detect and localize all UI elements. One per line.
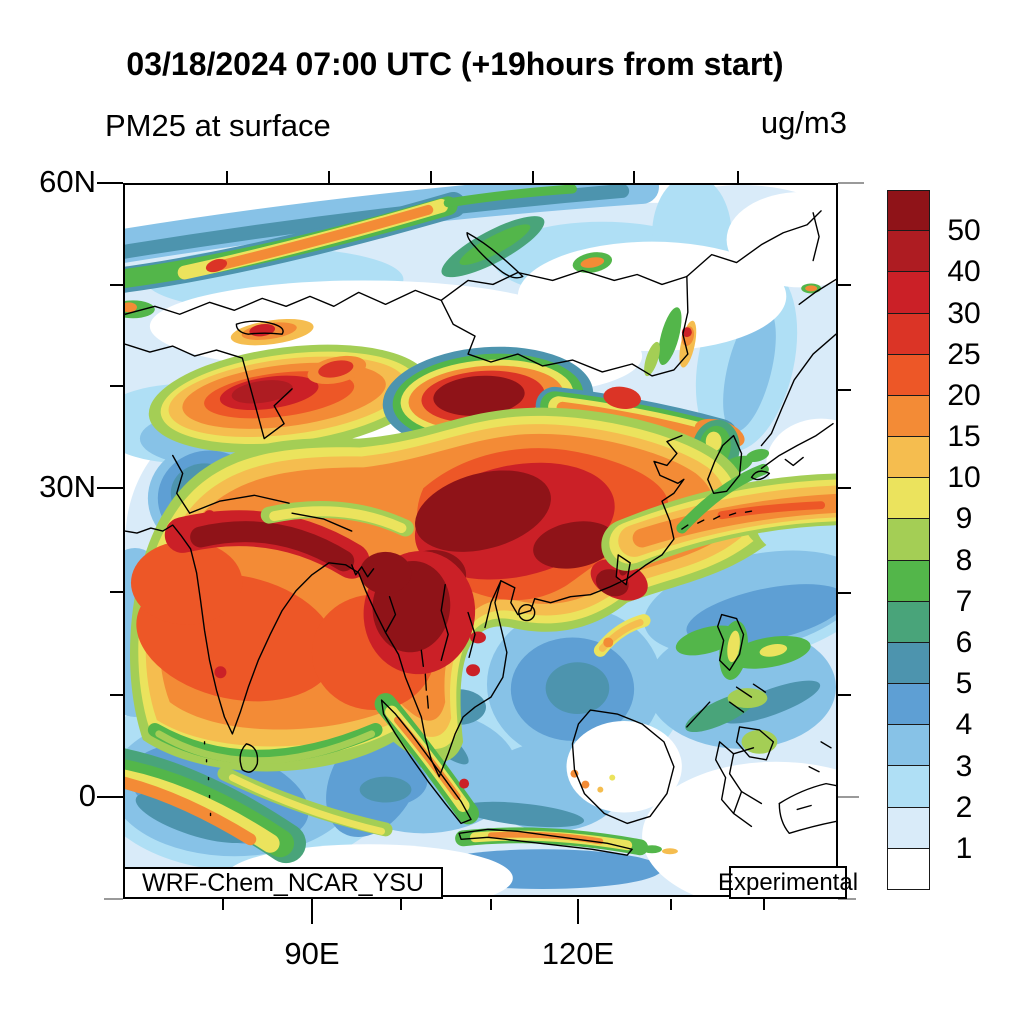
colorbar-cell bbox=[887, 848, 930, 890]
colorbar-cell bbox=[887, 601, 930, 643]
colorbar-tick-label: 7 bbox=[955, 584, 973, 618]
plot-title: 03/18/2024 07:00 UTC (+19hours from star… bbox=[126, 46, 784, 82]
lon-major-tick bbox=[311, 899, 313, 924]
lat-major-tick bbox=[97, 182, 123, 184]
lat-minor-tick-right bbox=[838, 389, 851, 391]
lon-minor-tick-top bbox=[737, 171, 739, 183]
colorbar-cell bbox=[887, 354, 930, 396]
lon-major-tick bbox=[577, 899, 579, 924]
model-label-box: WRF-Chem_NCAR_YSU bbox=[123, 867, 443, 899]
colorbar-tick-label: 30 bbox=[947, 296, 981, 330]
colorbar-cell bbox=[887, 642, 930, 685]
colorbar-tick-label: 8 bbox=[955, 543, 973, 577]
gridline-stub bbox=[838, 796, 859, 798]
colorbar-tick-label: 3 bbox=[955, 749, 973, 783]
lon-minor-tick bbox=[490, 899, 492, 910]
colorbar-tick-label: 1 bbox=[955, 831, 973, 865]
lon-label-120e: 120E bbox=[541, 936, 615, 971]
colorbar-cell bbox=[887, 807, 930, 849]
colorbar-tick-label: 9 bbox=[955, 502, 973, 536]
colorbar-cell bbox=[887, 437, 930, 479]
colorbar-tick-label: 5 bbox=[955, 667, 973, 701]
lat-minor-tick bbox=[110, 591, 123, 593]
lon-minor-tick-top bbox=[328, 171, 330, 183]
lat-minor-tick-right bbox=[838, 694, 851, 696]
colorbar-cell bbox=[887, 313, 930, 355]
colorbar-cell bbox=[887, 519, 930, 561]
status-label-box: Experimental bbox=[718, 866, 858, 899]
colorbar-tick-label: 40 bbox=[947, 255, 981, 289]
lat-label-60n: 60N bbox=[39, 164, 96, 199]
lat-major-tick bbox=[97, 487, 123, 489]
gridline-stub bbox=[838, 898, 856, 900]
lon-label-90e: 90E bbox=[284, 936, 340, 971]
gridline-stub bbox=[104, 898, 123, 900]
gridline-stub bbox=[838, 182, 864, 184]
lat-minor-tick bbox=[110, 385, 123, 387]
colorbar-tick-label: 25 bbox=[947, 337, 981, 371]
pm25-contour-map bbox=[125, 185, 836, 895]
colorbar-cell bbox=[887, 231, 930, 273]
model-label: WRF-Chem_NCAR_YSU bbox=[142, 868, 424, 897]
lon-minor-tick-top bbox=[430, 171, 432, 183]
colorbar-cell bbox=[887, 478, 930, 520]
lat-minor-tick-right bbox=[838, 592, 851, 594]
colorbar-tick-label: 10 bbox=[947, 461, 981, 495]
lon-minor-tick-top bbox=[532, 171, 534, 183]
colorbar-cell bbox=[887, 725, 930, 767]
status-label: Experimental bbox=[717, 868, 859, 896]
lon-minor-tick bbox=[222, 899, 224, 910]
colorbar-cell bbox=[887, 766, 930, 808]
colorbar-tick-label: 15 bbox=[947, 420, 981, 454]
lon-minor-tick bbox=[400, 899, 402, 910]
lon-minor-tick bbox=[763, 899, 765, 910]
lat-label-30n: 30N bbox=[39, 469, 96, 504]
colorbar-tick-label: 6 bbox=[955, 625, 973, 659]
colorbar-tick-label: 20 bbox=[947, 378, 981, 412]
colorbar-cell bbox=[887, 190, 930, 232]
colorbar-cell bbox=[887, 560, 930, 602]
lon-minor-tick bbox=[670, 899, 672, 910]
lat-minor-tick bbox=[110, 694, 123, 696]
lon-minor-tick-top bbox=[226, 171, 228, 183]
colorbar-tick-label: 2 bbox=[955, 790, 973, 824]
lat-major-tick bbox=[97, 796, 123, 798]
units-label: ug/m3 bbox=[760, 105, 847, 140]
lat-label-0: 0 bbox=[78, 778, 96, 813]
lat-minor-tick-right bbox=[838, 487, 851, 489]
lon-minor-tick-top bbox=[633, 171, 635, 183]
map-panel bbox=[123, 183, 838, 897]
colorbar-tick-label: 50 bbox=[947, 214, 981, 248]
colorbar-cell bbox=[887, 395, 930, 438]
variable-label: PM25 at surface bbox=[105, 108, 331, 143]
colorbar-tick-label: 4 bbox=[955, 708, 973, 742]
colorbar bbox=[887, 190, 930, 890]
lat-minor-tick bbox=[110, 284, 123, 286]
colorbar-cell bbox=[887, 272, 930, 314]
colorbar-cell bbox=[887, 684, 930, 726]
lat-minor-tick-right bbox=[838, 284, 851, 286]
